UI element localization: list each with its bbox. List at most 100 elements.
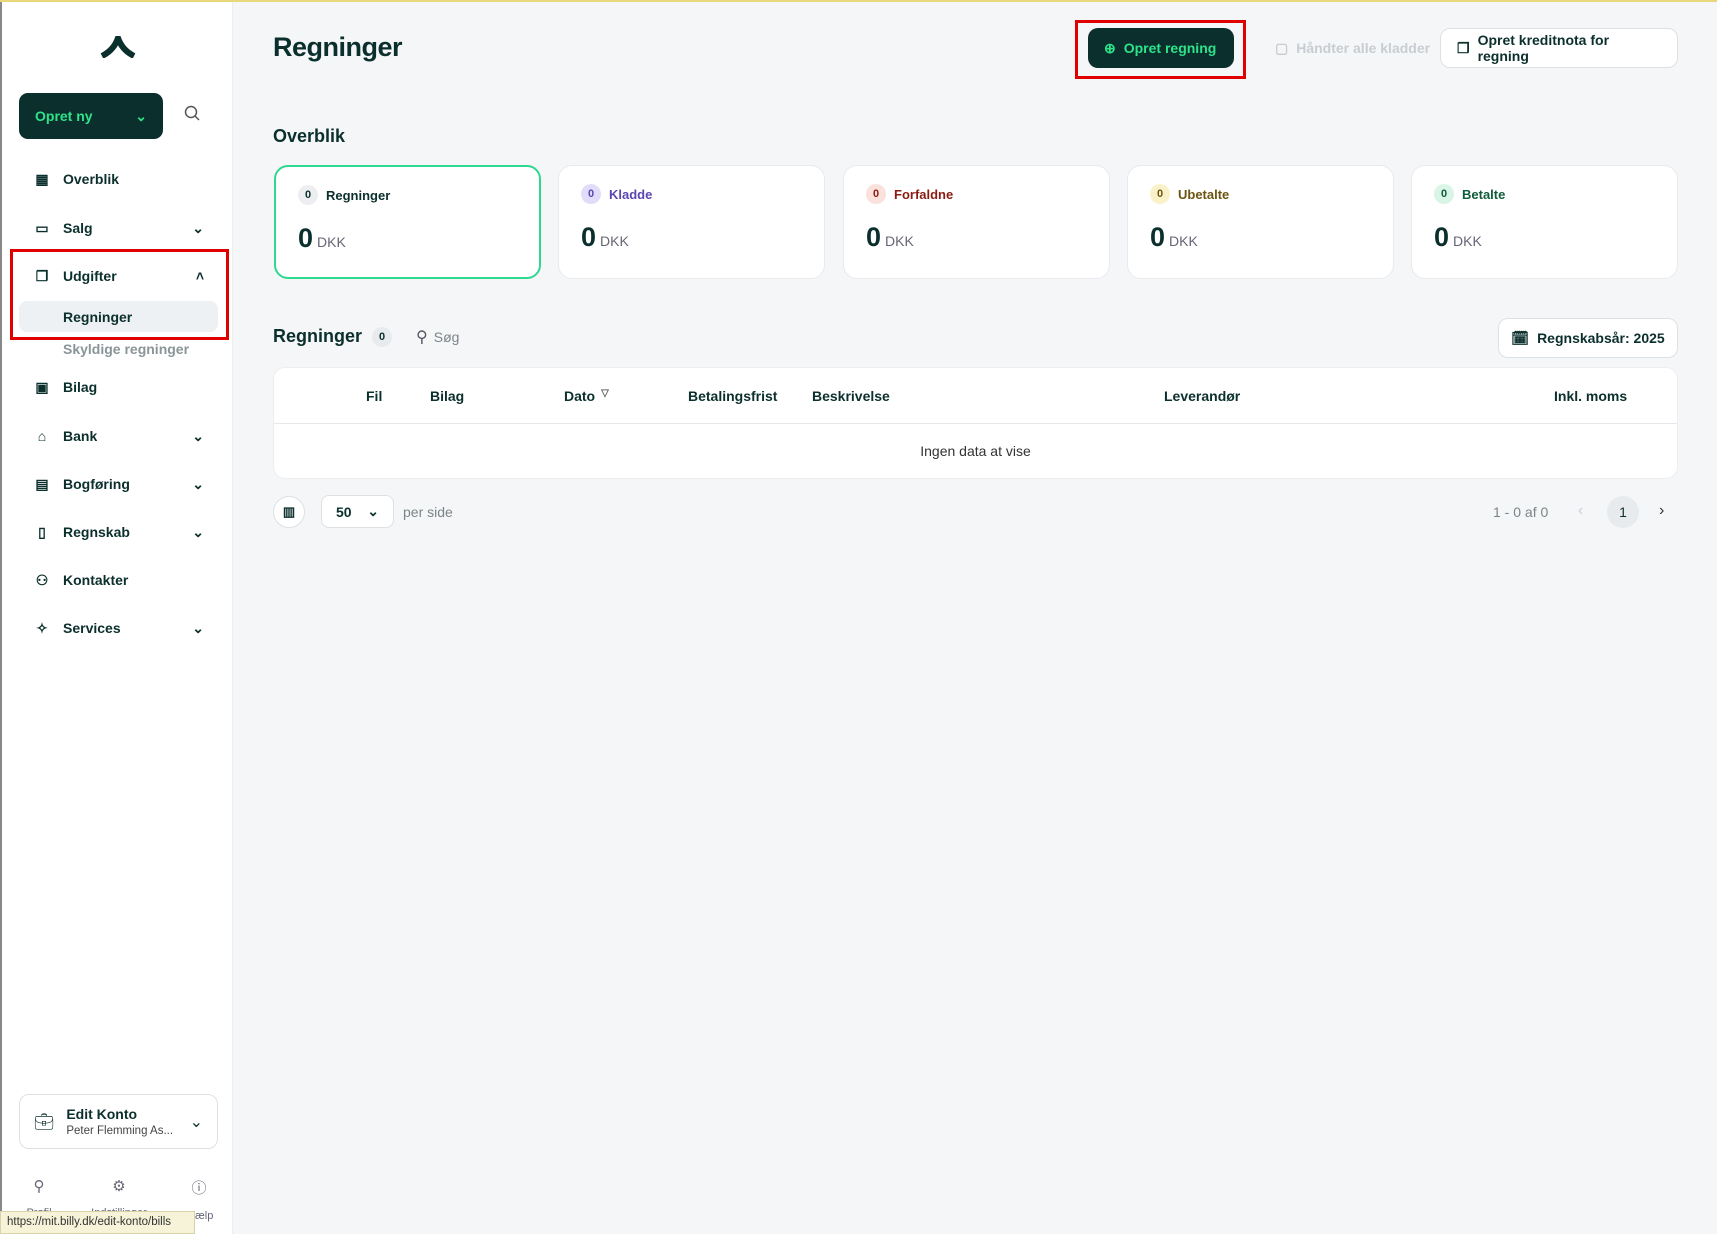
sidebar: Opret ny ⌄ ▦ Overblik ▭ Salg ⌄ ❐ Udgifter ˄ Re…: [0, 2, 233, 1234]
search-field[interactable]: ⚲ Søg: [416, 327, 459, 347]
chevron-down-icon: ⌄: [367, 503, 379, 519]
plus-circle-icon: ⊕: [1104, 39, 1116, 56]
nav-label: Kontakter: [63, 572, 129, 588]
ledger-icon: ▤: [35, 475, 49, 492]
create-new-label: Opret ny: [35, 108, 93, 124]
handle-drafts-button[interactable]: ▢ Håndter alle kladder: [1259, 28, 1446, 68]
chart-board-icon: ▦: [35, 170, 49, 187]
documents-icon: ❐: [35, 267, 49, 284]
sidebar-item-udgifter[interactable]: ❐ Udgifter ˄: [34, 264, 204, 288]
card-title: Betalte: [1462, 186, 1506, 202]
column-inkl-moms[interactable]: Inkl. moms: [1554, 388, 1628, 404]
per-page-select[interactable]: 50 ⌄: [321, 495, 394, 528]
page-1-button[interactable]: 1: [1607, 496, 1639, 528]
user-icon: ⚲: [33, 1178, 45, 1195]
sidebar-item-services[interactable]: ✧ Services ⌄: [34, 616, 204, 640]
chevron-down-icon: ⌄: [192, 219, 204, 236]
amount-value: 0: [1150, 222, 1166, 252]
column-leverandor[interactable]: Leverandør: [1164, 388, 1241, 404]
sidebar-item-kontakter[interactable]: ⚇ Kontakter: [34, 568, 204, 592]
card-count-badge: 0: [866, 184, 886, 204]
account-switcher[interactable]: 💼︎ Edit Konto Peter Flemming As... ⌄: [19, 1094, 218, 1149]
sidebar-item-bogforing[interactable]: ▤ Bogføring ⌄: [34, 472, 204, 496]
card-title: Regninger: [326, 187, 391, 203]
card-title: Kladde: [609, 186, 653, 202]
search-icon: ⚲: [416, 328, 428, 346]
overview-card-kladde[interactable]: 0 Kladde 0 DKK: [558, 165, 825, 279]
prev-page-button[interactable]: ‹: [1578, 502, 1584, 519]
overview-card-forfaldne[interactable]: 0 Forfaldne 0 DKK: [843, 165, 1110, 279]
pagination-range: 1 - 0 af 0: [1493, 504, 1549, 520]
overview-title: Overblik: [273, 126, 346, 146]
nav-label: Bilag: [63, 379, 98, 395]
column-fil[interactable]: Fil: [366, 388, 383, 404]
sidebar-item-regnskab[interactable]: ▯ Regnskab ⌄: [34, 520, 204, 544]
help-icon: ⓘ: [191, 1180, 207, 1197]
card-label: 0 Forfaldne: [866, 184, 1087, 204]
chevron-down-icon: ⌄: [192, 523, 204, 540]
services-icon: ✧: [36, 619, 48, 636]
overview-card-regninger[interactable]: 0 Regninger 0 DKK: [274, 165, 541, 279]
billy-logo[interactable]: [100, 36, 136, 58]
nav-label: Overblik: [63, 171, 120, 187]
chevron-up-icon: ˄: [195, 268, 204, 284]
sidebar-item-overblik[interactable]: ▦ Overblik: [34, 167, 204, 191]
card-amount: 0 DKK: [1150, 222, 1371, 253]
column-betalingsfrist[interactable]: Betalingsfrist: [688, 388, 778, 404]
create-bill-label: Opret regning: [1123, 40, 1217, 56]
columns-toggle-button[interactable]: ▥: [273, 496, 305, 528]
list-count-badge: 0: [372, 326, 393, 347]
card-count-badge: 0: [298, 185, 318, 205]
create-new-button[interactable]: Opret ny ⌄: [19, 93, 163, 139]
sidebar-item-bilag[interactable]: ▣ Bilag: [34, 375, 204, 399]
report-icon: ▯: [38, 523, 46, 540]
documents-icon: ❐: [1457, 39, 1470, 56]
overview-card-betalte[interactable]: 0 Betalte 0 DKK: [1411, 165, 1678, 279]
sidebar-item-bank[interactable]: ⌂ Bank ⌄: [34, 424, 204, 448]
handle-drafts-label: Håndter alle kladder: [1296, 40, 1431, 56]
card-label: 0 Regninger: [298, 185, 517, 205]
create-credit-note-button[interactable]: ❐ Opret kreditnota for regning: [1440, 28, 1678, 68]
create-bill-button[interactable]: ⊕ Opret regning: [1088, 28, 1234, 68]
empty-state: Ingen data at vise: [920, 443, 1031, 459]
column-dato[interactable]: Dato ▽: [564, 388, 609, 404]
next-page-button[interactable]: ›: [1659, 502, 1665, 519]
card-title: Ubetalte: [1178, 186, 1230, 202]
card-count-badge: 0: [581, 184, 601, 204]
bills-table: Fil Bilag Dato ▽ Betalingsfrist Beskrivel…: [273, 367, 1678, 479]
column-beskrivelse[interactable]: Beskrivelse: [812, 388, 890, 404]
calendar-icon: 🗓︎: [1511, 329, 1530, 346]
per-page-label: per side: [403, 504, 453, 520]
card-amount: 0 DKK: [298, 223, 517, 254]
drafts-icon: ▢: [1275, 39, 1289, 56]
contacts-icon: ⚇: [35, 571, 49, 588]
card-label: 0 Ubetalte: [1150, 184, 1371, 204]
currency: DKK: [885, 233, 914, 249]
briefcase-icon: 💼︎: [34, 1113, 55, 1131]
fiscal-year-label: Regnskabsår: 2025: [1537, 330, 1665, 346]
chevron-down-icon: ⌄: [192, 475, 204, 492]
fiscal-year-button[interactable]: 🗓︎ Regnskabsår: 2025: [1498, 318, 1678, 358]
search-icon[interactable]: [184, 105, 200, 121]
account-owner: Peter Flemming As...: [66, 1125, 174, 1137]
columns-icon: ▥: [282, 504, 296, 519]
card-label: 0 Kladde: [581, 184, 802, 204]
nav-label: Regnskab: [63, 524, 130, 540]
nav-label: Bogføring: [63, 476, 130, 492]
page-title: Regninger: [273, 32, 403, 62]
nav-label: Services: [63, 620, 121, 636]
card-amount: 0 DKK: [581, 222, 802, 253]
search-placeholder: Søg: [433, 328, 460, 345]
list-title: Regninger: [273, 326, 363, 346]
credit-note-label: Opret kreditnota for regning: [1477, 32, 1610, 64]
column-bilag[interactable]: Bilag: [430, 388, 465, 404]
chevron-down-icon: ⌄: [135, 107, 147, 124]
overview-card-ubetalte[interactable]: 0 Ubetalte 0 DKK: [1127, 165, 1394, 279]
nav-label: Salg: [63, 220, 93, 236]
amount-value: 0: [1434, 222, 1450, 252]
sidebar-subitem-skyldige-regninger[interactable]: Skyldige regninger: [63, 340, 190, 357]
sidebar-item-salg[interactable]: ▭ Salg ⌄: [34, 216, 204, 240]
card-title: Forfaldne: [894, 186, 954, 202]
sidebar-subitem-regninger[interactable]: Regninger: [19, 301, 218, 332]
nav-label: Bank: [63, 428, 98, 444]
